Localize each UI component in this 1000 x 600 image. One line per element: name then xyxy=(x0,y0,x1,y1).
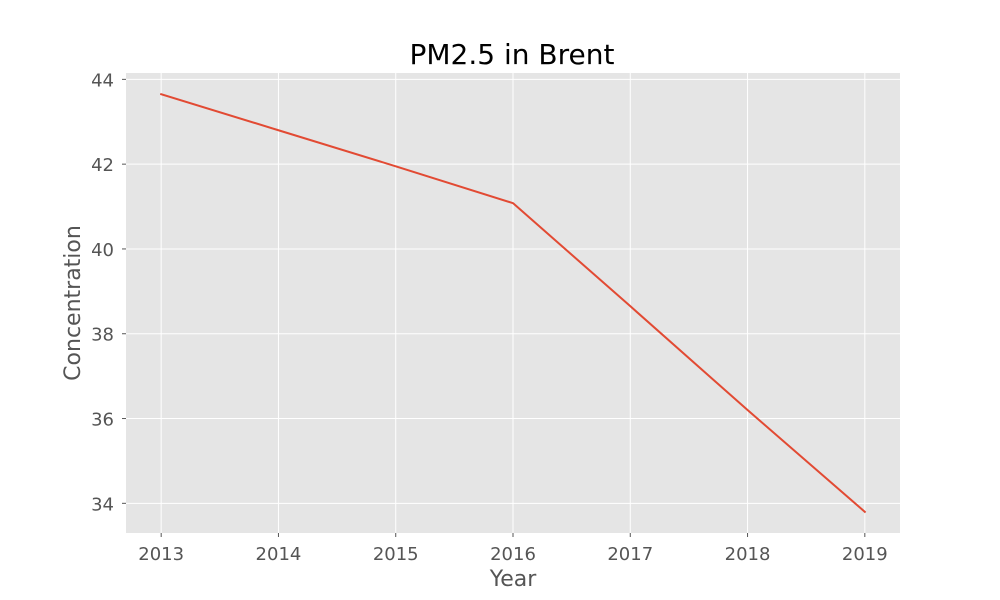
x-tick-label: 2016 xyxy=(490,544,536,565)
y-tick-label: 36 xyxy=(91,410,114,431)
y-tick-label: 42 xyxy=(91,155,114,176)
axis-ticks: 2013 2014 2015 2016 2017 2018 2019 34 36 38 40 42 44 xyxy=(91,70,888,565)
x-tick-label: 2014 xyxy=(256,544,302,565)
x-tick-label: 2017 xyxy=(607,544,653,565)
x-tick-label: 2013 xyxy=(138,544,184,565)
y-tick-label: 40 xyxy=(91,240,114,261)
y-tick-label: 38 xyxy=(91,325,114,346)
grid-lines xyxy=(126,73,900,533)
series-line xyxy=(159,92,867,514)
y-tick-label: 34 xyxy=(91,494,114,515)
x-axis-label: Year xyxy=(489,567,538,592)
x-tick-label: 2015 xyxy=(373,544,419,565)
chart-title: PM2.5 in Brent xyxy=(410,38,615,71)
y-axis-label: Concentration xyxy=(61,225,86,381)
x-tick-label: 2018 xyxy=(725,544,771,565)
x-tick-label: 2019 xyxy=(842,544,888,565)
y-tick-label: 44 xyxy=(91,70,114,91)
data-series xyxy=(159,92,867,514)
